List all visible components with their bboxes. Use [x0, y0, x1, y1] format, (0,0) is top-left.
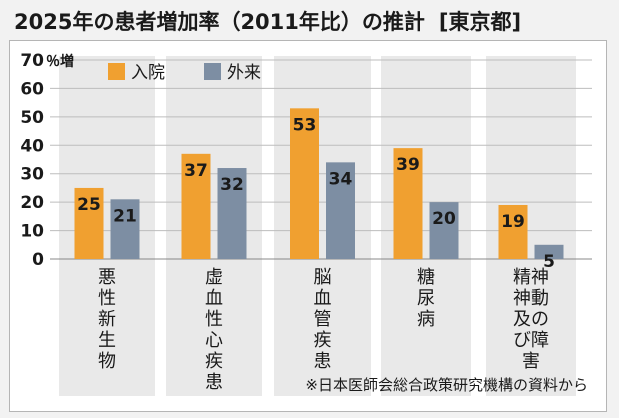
inpatient-bar	[393, 148, 423, 259]
chart-title: 2025年の患者増加率（2011年比）の推計 [東京都]	[14, 6, 521, 36]
outpatient-bar	[326, 162, 355, 259]
outpatient-legend-label: 外来	[227, 63, 261, 83]
y-unit-label: ％増	[46, 53, 74, 70]
inpatient-legend-label: 入院	[131, 63, 165, 83]
x-category-label: 精神神動及のび障害	[513, 267, 549, 372]
inpatient-bar	[498, 204, 528, 259]
data-label: 37	[184, 161, 208, 181]
y-tick-label: 50	[20, 108, 44, 128]
inpatient-legend-swatch	[108, 63, 125, 80]
y-tick-label: 10	[20, 222, 44, 242]
y-tick-label: 30	[20, 165, 44, 185]
outpatient-legend-swatch	[204, 63, 221, 80]
data-label: 34	[329, 169, 353, 189]
x-category-label: 糖尿病	[417, 267, 435, 330]
x-category-label: 悪性新生物	[98, 267, 116, 372]
outpatient-bar	[217, 168, 247, 259]
outpatient-bar	[429, 202, 459, 259]
data-label: 39	[396, 155, 420, 175]
y-tick-label: 0	[32, 250, 44, 270]
data-label: 32	[220, 175, 244, 195]
inpatient-bar	[74, 187, 104, 259]
title-text: 2025年の患者増加率（2011年比）の推計	[14, 10, 425, 34]
x-category-label: 虚血性心疾患	[205, 267, 223, 393]
chart-frame: 0 10 20 30 40 50 60 70 ％増 25 37 53 39 19 21 32 34 20 5 悪性…	[9, 40, 607, 412]
outpatient-bar	[534, 244, 564, 259]
region-tag: [東京都]	[438, 10, 522, 34]
data-label: 19	[501, 212, 525, 232]
y-tick-label: 70	[20, 51, 44, 71]
bar-chart: 0 10 20 30 40 50 60 70 ％増 25 37 53 39 19 21 32 34 20 5 悪性…	[20, 51, 592, 396]
y-tick-label: 40	[20, 136, 44, 156]
data-label: 20	[432, 209, 456, 229]
data-label: 53	[293, 115, 317, 135]
data-label: 21	[113, 206, 137, 226]
outpatient-bar	[110, 199, 140, 259]
data-label: 25	[77, 195, 101, 215]
y-tick-label: 20	[20, 193, 44, 213]
source-note: ※日本医師会総合政策研究機構の資料から	[305, 376, 588, 394]
data-label: 5	[543, 252, 555, 272]
inpatient-bar	[290, 108, 319, 259]
x-category-label: 脳血管疾患	[314, 267, 332, 372]
y-tick-label: 60	[20, 79, 44, 99]
inpatient-bar	[181, 153, 211, 259]
